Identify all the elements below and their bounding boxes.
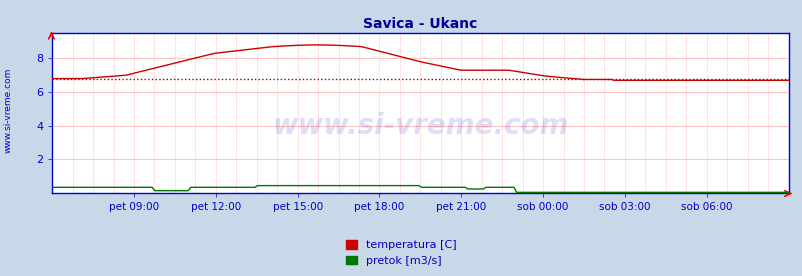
Title: Savica - Ukanc: Savica - Ukanc [363,17,477,31]
Text: www.si-vreme.com: www.si-vreme.com [272,112,568,140]
Legend: temperatura [C], pretok [m3/s]: temperatura [C], pretok [m3/s] [342,236,460,270]
Text: www.si-vreme.com: www.si-vreme.com [3,68,13,153]
